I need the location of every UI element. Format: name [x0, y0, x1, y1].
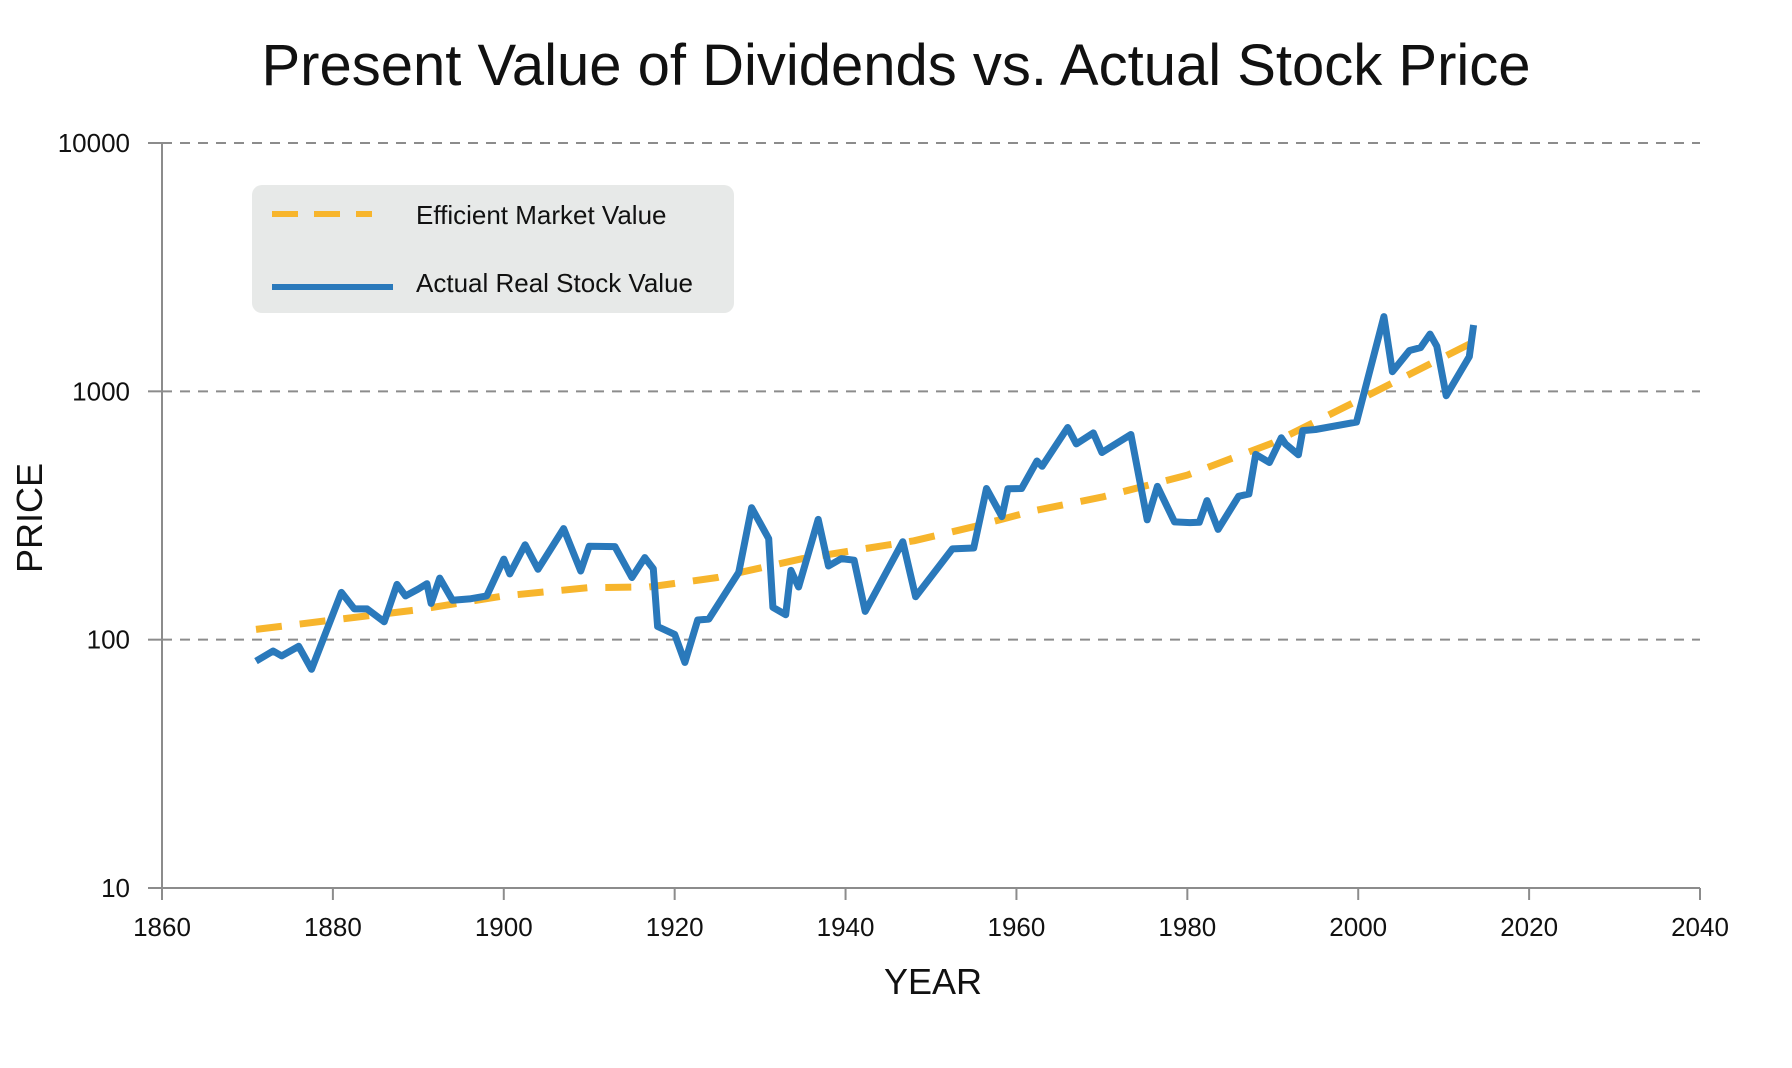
x-tick-label-1860: 1860: [133, 912, 191, 942]
legend-background: [252, 185, 734, 313]
y-tick-labels: 10 100 1000 10000: [58, 128, 130, 903]
x-tick-label-2000: 2000: [1329, 912, 1387, 942]
y-tick-label-100: 100: [87, 625, 130, 655]
x-tick-label-2020: 2020: [1500, 912, 1558, 942]
chart-title: Present Value of Dividends vs. Actual St…: [261, 33, 1531, 98]
x-tick-label-1960: 1960: [988, 912, 1046, 942]
legend: Efficient Market Value Actual Real Stock…: [252, 185, 734, 313]
series-line-efficient-market-value: [255, 340, 1471, 633]
series-lines: [254, 313, 1478, 673]
y-axis-title: PRICE: [9, 463, 50, 573]
series-line-actual-real-stock-value: [254, 313, 1478, 673]
x-tick-label-1980: 1980: [1158, 912, 1216, 942]
y-tick-label-1000: 1000: [72, 376, 130, 406]
y-tick-label-10: 10: [101, 873, 130, 903]
x-axis-title: YEAR: [884, 961, 982, 1002]
x-tick-labels: 1860 1880 1900 1920 1940 1960 1980 2000 2020 2040: [133, 912, 1729, 942]
x-tick-label-1900: 1900: [475, 912, 533, 942]
y-tick-label-10000: 10000: [58, 128, 130, 158]
x-tick-label-1880: 1880: [304, 912, 362, 942]
axes: [148, 142, 1701, 900]
legend-label-efficient-market-value: Efficient Market Value: [416, 200, 667, 230]
x-tick-label-1920: 1920: [646, 912, 704, 942]
legend-label-actual-real-stock-value: Actual Real Stock Value: [416, 268, 693, 298]
x-tick-label-1940: 1940: [817, 912, 875, 942]
x-tick-label-2040: 2040: [1671, 912, 1729, 942]
